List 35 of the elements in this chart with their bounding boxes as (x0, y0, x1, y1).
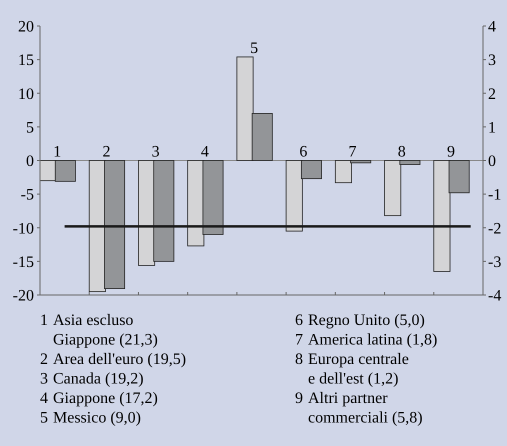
x-tick-label: 4 (200, 144, 209, 160)
y2-tick-label: 2 (488, 86, 496, 103)
y-tick-label: -15 (12, 254, 34, 271)
text: 2 Area dell'euro (19,5) (40, 351, 186, 368)
x-tick-label: 8 (398, 144, 406, 160)
x-tick-label: 6 (299, 144, 308, 160)
x-tick-label: 2 (102, 144, 110, 160)
y-tick-label: 0 (26, 153, 34, 170)
y2-tick-label: 0 (488, 153, 496, 170)
text: 8 Europa centrale e dell'est (1,2) (295, 351, 409, 388)
y-tick-label: -5 (20, 186, 34, 204)
y-tick-label: -10 (12, 220, 34, 238)
y2-tick-label: 1 (488, 119, 496, 136)
y-tick-label: 20 (18, 18, 34, 36)
text: 5 Messico (9,0) (40, 410, 141, 426)
text: 7 America latina (1,8) (295, 332, 438, 348)
y-tick-label: 5 (26, 119, 34, 136)
x-tick-label: 9 (447, 144, 456, 160)
y-tick-label: -20 (12, 288, 34, 305)
text: 1 Asia escluso Giappone (21,3) (40, 312, 158, 348)
y2-tick-label: 3 (488, 52, 496, 70)
text: 6 Regno Unito (5,0) (295, 312, 425, 329)
text: 4 Giappone (17,2) (40, 390, 158, 407)
y-tick-label: 10 (18, 86, 34, 103)
x-tick-label: 7 (348, 144, 357, 160)
y2-tick-label: -2 (488, 220, 502, 238)
y2-tick-label: -1 (488, 186, 502, 204)
x-tick-label: 3 (152, 144, 160, 160)
y-tick-label: 15 (18, 52, 34, 70)
text: 3 Canada (19,2) (40, 370, 144, 388)
x-tick-label: 1 (53, 144, 62, 160)
text: 9 Altri partner commerciali (5,8) (295, 390, 423, 426)
y2-tick-label: 4 (488, 18, 496, 36)
y2-tick-label: -3 (488, 254, 502, 271)
y2-tick-label: -4 (488, 288, 502, 305)
